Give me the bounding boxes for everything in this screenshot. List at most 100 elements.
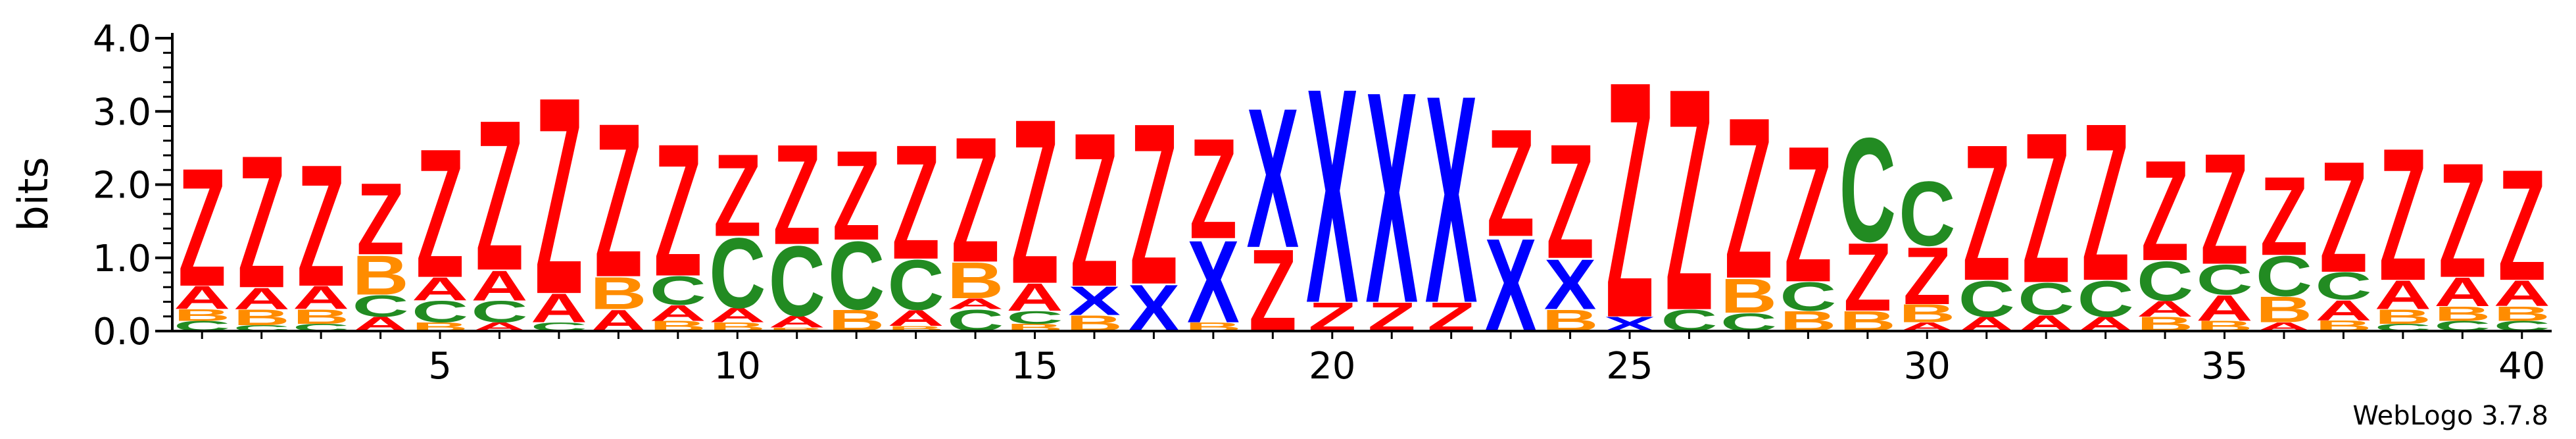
glyph-z: Z [475, 76, 523, 316]
glyph-z: Z [535, 39, 583, 353]
glyph-c: C [650, 268, 706, 313]
glyph-a: A [531, 286, 587, 331]
glyph-a: A [709, 304, 766, 327]
logo-stack: BCZ [828, 124, 885, 338]
glyph-z: Z [2022, 89, 2070, 328]
x-tick-label: 5 [428, 345, 452, 388]
glyph-b: B [2434, 303, 2491, 326]
glyph-c: C [709, 217, 766, 328]
glyph-a: A [471, 262, 527, 310]
logo-stack: BCZ [1780, 105, 1836, 338]
glyph-z: Z [892, 111, 940, 294]
glyph-z: Z [1665, 22, 1713, 376]
logo-stack: XZ [1484, 97, 1537, 360]
glyph-z: Z [178, 134, 226, 322]
logo-stack: ZX [1425, 34, 1478, 365]
glyph-a: A [2494, 273, 2550, 314]
glyph-b: B [174, 306, 230, 324]
glyph-z: Z [2320, 129, 2368, 306]
glyph-b: B [2494, 303, 2550, 326]
glyph-z: Z [237, 116, 285, 327]
glyph-a: A [650, 301, 706, 326]
glyph-z: Z [1130, 76, 1178, 332]
glyph-b: B [233, 305, 290, 330]
glyph-z: Z [1724, 70, 1772, 326]
glyph-z: Z [356, 163, 404, 276]
glyph-b: B [1899, 299, 1955, 328]
logo-stack: BXZ [1185, 109, 1242, 348]
glyph-x: X [1247, 66, 1300, 289]
glyph-b: B [352, 244, 408, 307]
glyph-c: C [1780, 274, 1836, 319]
glyph-z: Z [2439, 129, 2487, 312]
logo-stack: XZ [1603, 11, 1656, 388]
glyph-c: C [1958, 271, 2015, 327]
glyph-b: B [769, 326, 825, 332]
glyph-a: A [174, 280, 230, 316]
logo-stack: CAZ [531, 39, 587, 353]
glyph-c: C [2018, 273, 2074, 325]
glyph-x: X [1068, 278, 1121, 324]
logo-stack: ZX [1365, 29, 1418, 366]
y-tick-label: 3.0 [93, 91, 151, 134]
glyph-a: A [769, 313, 825, 331]
y-axis-label: bits [9, 157, 57, 231]
glyph-z: Z [1843, 223, 1891, 332]
glyph-a: A [947, 296, 1004, 313]
y-tick-label: 0.0 [93, 311, 151, 353]
logo-stack: BZC [1839, 108, 1896, 338]
glyph-z: Z [952, 101, 1000, 300]
glyph-x: X [1187, 217, 1240, 348]
glyph-c: C [412, 295, 468, 329]
glyph-c: C [1839, 108, 1896, 273]
x-tick-label: 15 [1011, 345, 1058, 388]
glyph-c: C [2315, 265, 2371, 308]
glyph-b: B [947, 252, 1004, 309]
weblogo-footer: WebLogo 3.7.8 [2352, 401, 2548, 431]
logo-stack: CBZ [1720, 70, 1777, 336]
glyph-z: Z [1071, 88, 1119, 333]
glyph-z: Z [714, 130, 762, 261]
logo-stack: CZ [1661, 22, 1717, 376]
glyph-z: Z [654, 105, 702, 316]
glyph-b: B [1720, 269, 1777, 323]
x-tick-label: 40 [2498, 345, 2545, 388]
glyph-x: X [1306, 25, 1359, 368]
glyph-z: Z [1487, 97, 1535, 269]
logo-stack: ACZ [2078, 77, 2134, 336]
glyph-b: B [590, 267, 646, 319]
logo-stack: BXZ [1066, 88, 1123, 336]
y-tick-label: 1.0 [93, 238, 151, 280]
glyph-a: A [2196, 288, 2252, 328]
glyph-a: A [2375, 272, 2431, 318]
glyph-z: Z [1606, 11, 1654, 388]
glyph-z: Z [773, 115, 821, 275]
glyph-a: A [2434, 270, 2491, 315]
logo-stack: ACZ [2018, 89, 2074, 336]
glyph-b: B [2375, 305, 2431, 328]
y-tick-label: 2.0 [93, 165, 151, 207]
glyph-a: A [888, 305, 944, 330]
y-tick-label: 4.0 [93, 18, 151, 61]
glyph-c: C [1899, 162, 1955, 265]
glyph-z: Z [1784, 105, 1832, 323]
glyph-z: Z [2141, 131, 2189, 291]
glyph-z: Z [1011, 71, 1059, 333]
glyph-z: Z [1962, 104, 2010, 321]
